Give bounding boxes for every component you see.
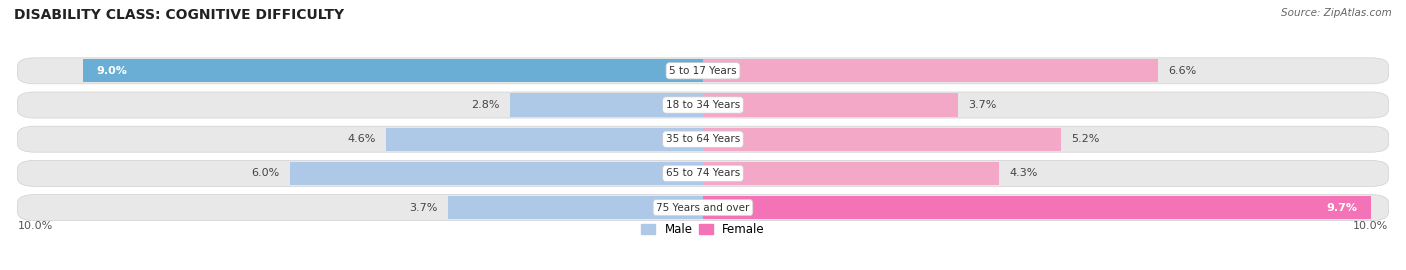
FancyBboxPatch shape	[17, 58, 1389, 84]
Text: 35 to 64 Years: 35 to 64 Years	[666, 134, 740, 144]
Text: Source: ZipAtlas.com: Source: ZipAtlas.com	[1281, 8, 1392, 18]
Text: 3.7%: 3.7%	[409, 202, 437, 212]
Text: 9.7%: 9.7%	[1326, 202, 1358, 212]
Bar	[703, 93, 957, 117]
Text: 4.6%: 4.6%	[347, 134, 375, 144]
Bar	[83, 59, 703, 82]
Text: 5 to 17 Years: 5 to 17 Years	[669, 66, 737, 76]
Bar	[387, 128, 703, 151]
FancyBboxPatch shape	[17, 126, 1389, 152]
Text: 3.7%: 3.7%	[969, 100, 997, 110]
Bar	[290, 162, 703, 185]
Bar	[703, 196, 1371, 219]
Text: 18 to 34 Years: 18 to 34 Years	[666, 100, 740, 110]
Bar	[703, 59, 1157, 82]
Text: 5.2%: 5.2%	[1071, 134, 1099, 144]
Text: DISABILITY CLASS: COGNITIVE DIFFICULTY: DISABILITY CLASS: COGNITIVE DIFFICULTY	[14, 8, 344, 22]
Bar	[703, 162, 1000, 185]
Legend: Male, Female: Male, Female	[637, 218, 769, 241]
Text: 4.3%: 4.3%	[1010, 168, 1038, 178]
Text: 10.0%: 10.0%	[17, 221, 53, 231]
Bar	[449, 196, 703, 219]
Bar	[510, 93, 703, 117]
FancyBboxPatch shape	[17, 195, 1389, 221]
Text: 2.8%: 2.8%	[471, 100, 499, 110]
Text: 6.0%: 6.0%	[252, 168, 280, 178]
FancyBboxPatch shape	[17, 160, 1389, 186]
Text: 65 to 74 Years: 65 to 74 Years	[666, 168, 740, 178]
Text: 10.0%: 10.0%	[1353, 221, 1389, 231]
Text: 9.0%: 9.0%	[97, 66, 128, 76]
Text: 6.6%: 6.6%	[1168, 66, 1197, 76]
FancyBboxPatch shape	[17, 92, 1389, 118]
Bar	[703, 128, 1062, 151]
Text: 75 Years and over: 75 Years and over	[657, 202, 749, 212]
